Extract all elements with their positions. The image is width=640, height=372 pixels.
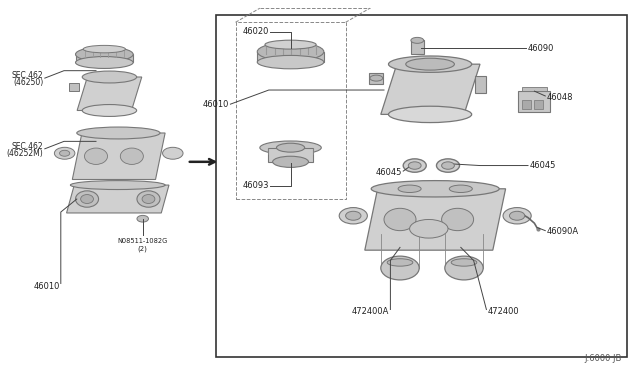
Ellipse shape (265, 40, 316, 49)
Text: N08511-1082G: N08511-1082G (118, 238, 168, 244)
Ellipse shape (442, 208, 474, 231)
Ellipse shape (398, 185, 421, 193)
Text: 46093: 46093 (243, 182, 269, 190)
Bar (522, 100, 531, 109)
Bar (534, 100, 543, 109)
Ellipse shape (83, 71, 137, 83)
Ellipse shape (381, 256, 419, 280)
Polygon shape (77, 77, 142, 110)
Bar (69, 83, 79, 91)
Ellipse shape (137, 215, 148, 222)
Ellipse shape (339, 208, 367, 224)
Text: 46010: 46010 (203, 100, 229, 109)
Ellipse shape (436, 159, 460, 172)
Ellipse shape (260, 141, 321, 154)
Polygon shape (67, 185, 169, 213)
Text: 46048: 46048 (547, 93, 573, 102)
Bar (216, 15, 627, 357)
Text: (46250): (46250) (13, 78, 44, 87)
Ellipse shape (60, 150, 70, 156)
Ellipse shape (449, 185, 472, 193)
Ellipse shape (257, 42, 324, 61)
Text: 46010: 46010 (33, 282, 60, 291)
Bar (411, 40, 424, 54)
Ellipse shape (370, 75, 383, 81)
Ellipse shape (442, 162, 454, 169)
Bar (475, 76, 486, 93)
Text: 46045: 46045 (529, 161, 556, 170)
Ellipse shape (388, 106, 472, 122)
Text: 46045: 46045 (376, 169, 402, 177)
Ellipse shape (70, 180, 165, 189)
Polygon shape (381, 64, 480, 114)
Ellipse shape (54, 147, 75, 159)
Ellipse shape (387, 259, 413, 266)
Ellipse shape (451, 259, 477, 266)
Bar (369, 73, 383, 84)
Ellipse shape (408, 162, 421, 169)
Text: (2): (2) (138, 246, 148, 252)
Ellipse shape (346, 211, 361, 220)
Ellipse shape (445, 256, 483, 280)
Text: 472400: 472400 (488, 307, 519, 316)
Text: SEC.462: SEC.462 (12, 142, 44, 151)
Text: 46090A: 46090A (547, 227, 579, 236)
Ellipse shape (142, 195, 155, 203)
Ellipse shape (384, 208, 416, 231)
Ellipse shape (503, 208, 531, 224)
Text: J:6000 JB: J:6000 JB (585, 354, 622, 363)
Ellipse shape (410, 219, 448, 238)
Bar (518, 91, 550, 112)
Ellipse shape (371, 180, 499, 197)
Ellipse shape (120, 148, 143, 164)
Ellipse shape (83, 105, 137, 116)
Ellipse shape (76, 47, 133, 62)
Ellipse shape (163, 147, 183, 159)
Text: 472400A: 472400A (352, 307, 389, 316)
Bar (76, 54, 133, 62)
Polygon shape (365, 189, 506, 250)
Ellipse shape (257, 55, 324, 69)
Ellipse shape (276, 143, 305, 152)
Bar (268, 148, 313, 162)
Ellipse shape (411, 37, 424, 43)
Text: 46090: 46090 (527, 44, 554, 53)
Ellipse shape (77, 127, 160, 139)
Ellipse shape (76, 191, 99, 207)
Ellipse shape (81, 195, 93, 203)
Bar (522, 87, 547, 91)
Ellipse shape (84, 148, 108, 164)
Ellipse shape (403, 159, 426, 172)
Ellipse shape (509, 211, 525, 220)
Ellipse shape (273, 156, 308, 167)
Text: (46252M): (46252M) (7, 149, 44, 158)
Bar (257, 52, 324, 62)
Ellipse shape (76, 57, 133, 68)
Polygon shape (72, 133, 165, 179)
Text: SEC.462: SEC.462 (12, 71, 44, 80)
Ellipse shape (388, 56, 472, 72)
Text: 46020: 46020 (243, 27, 269, 36)
Ellipse shape (83, 45, 125, 53)
Ellipse shape (406, 58, 454, 70)
Ellipse shape (137, 191, 160, 207)
